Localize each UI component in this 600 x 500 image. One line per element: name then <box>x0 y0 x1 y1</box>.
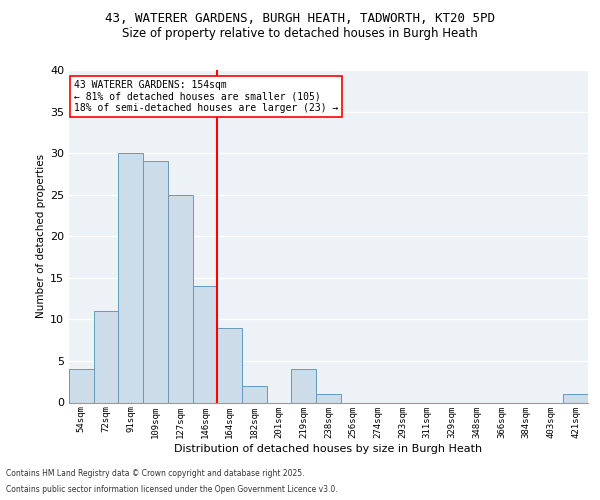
Bar <box>316 394 341 402</box>
Y-axis label: Number of detached properties: Number of detached properties <box>36 154 46 318</box>
Bar <box>168 194 193 402</box>
Bar <box>292 369 316 402</box>
Bar <box>118 153 143 402</box>
Text: 43, WATERER GARDENS, BURGH HEATH, TADWORTH, KT20 5PD: 43, WATERER GARDENS, BURGH HEATH, TADWOR… <box>105 12 495 26</box>
Bar <box>193 286 217 403</box>
Bar <box>563 394 588 402</box>
Text: Contains public sector information licensed under the Open Government Licence v3: Contains public sector information licen… <box>6 485 338 494</box>
Bar <box>217 328 242 402</box>
Bar <box>94 311 118 402</box>
Bar <box>143 162 168 402</box>
Bar <box>242 386 267 402</box>
Bar <box>69 369 94 402</box>
Text: Contains HM Land Registry data © Crown copyright and database right 2025.: Contains HM Land Registry data © Crown c… <box>6 468 305 477</box>
Text: 43 WATERER GARDENS: 154sqm
← 81% of detached houses are smaller (105)
18% of sem: 43 WATERER GARDENS: 154sqm ← 81% of deta… <box>74 80 338 113</box>
X-axis label: Distribution of detached houses by size in Burgh Heath: Distribution of detached houses by size … <box>175 444 482 454</box>
Text: Size of property relative to detached houses in Burgh Heath: Size of property relative to detached ho… <box>122 28 478 40</box>
